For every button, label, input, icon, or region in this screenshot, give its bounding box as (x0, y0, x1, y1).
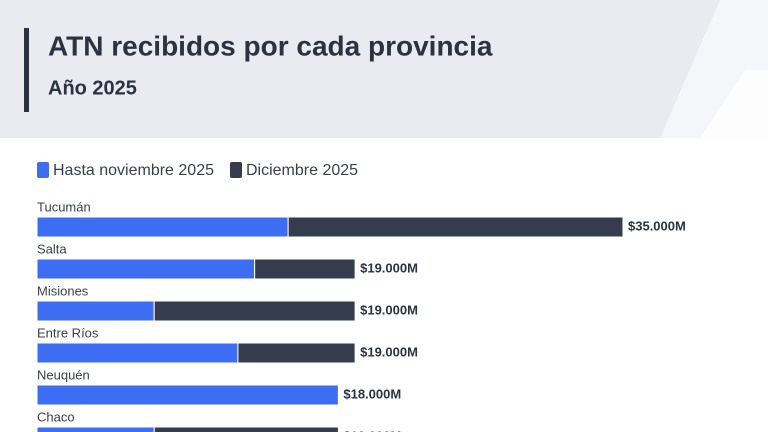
bar-segment (36, 342, 239, 364)
bar-segment (153, 426, 339, 432)
total-label: $19.000M (360, 344, 418, 359)
bar-segment (36, 300, 155, 322)
category-label: Entre Ríos (37, 325, 99, 340)
total-label: $19.000M (360, 302, 418, 317)
category-label: Misiones (37, 283, 89, 298)
logo-shape (700, 70, 768, 138)
category-label: Neuquén (37, 367, 90, 382)
bar-segment (36, 426, 155, 432)
bar-segment (237, 342, 356, 364)
header-background (0, 0, 768, 138)
total-label: $19.000M (360, 260, 418, 275)
chart-title: ATN recibidos por cada provincia (48, 30, 493, 61)
bar-segment (254, 258, 356, 280)
chart-subtitle: Año 2025 (48, 77, 137, 99)
bar-segment (36, 258, 256, 280)
total-label: $18.000M (343, 428, 401, 432)
category-label: Tucumán (37, 199, 91, 214)
title-accent (24, 28, 29, 112)
bar-segment (287, 216, 624, 238)
legend-swatch (229, 162, 242, 178)
bar-segment (153, 300, 356, 322)
bar-segment (36, 216, 289, 238)
category-label: Salta (37, 241, 67, 256)
legend-label: Diciembre 2025 (246, 162, 358, 179)
legend-swatch (37, 162, 49, 178)
category-label: Chaco (37, 409, 75, 424)
legend-label: Hasta noviembre 2025 (53, 162, 214, 179)
total-label: $18.000M (343, 386, 401, 401)
bar-segment (36, 384, 339, 406)
total-label: $35.000M (628, 218, 686, 233)
